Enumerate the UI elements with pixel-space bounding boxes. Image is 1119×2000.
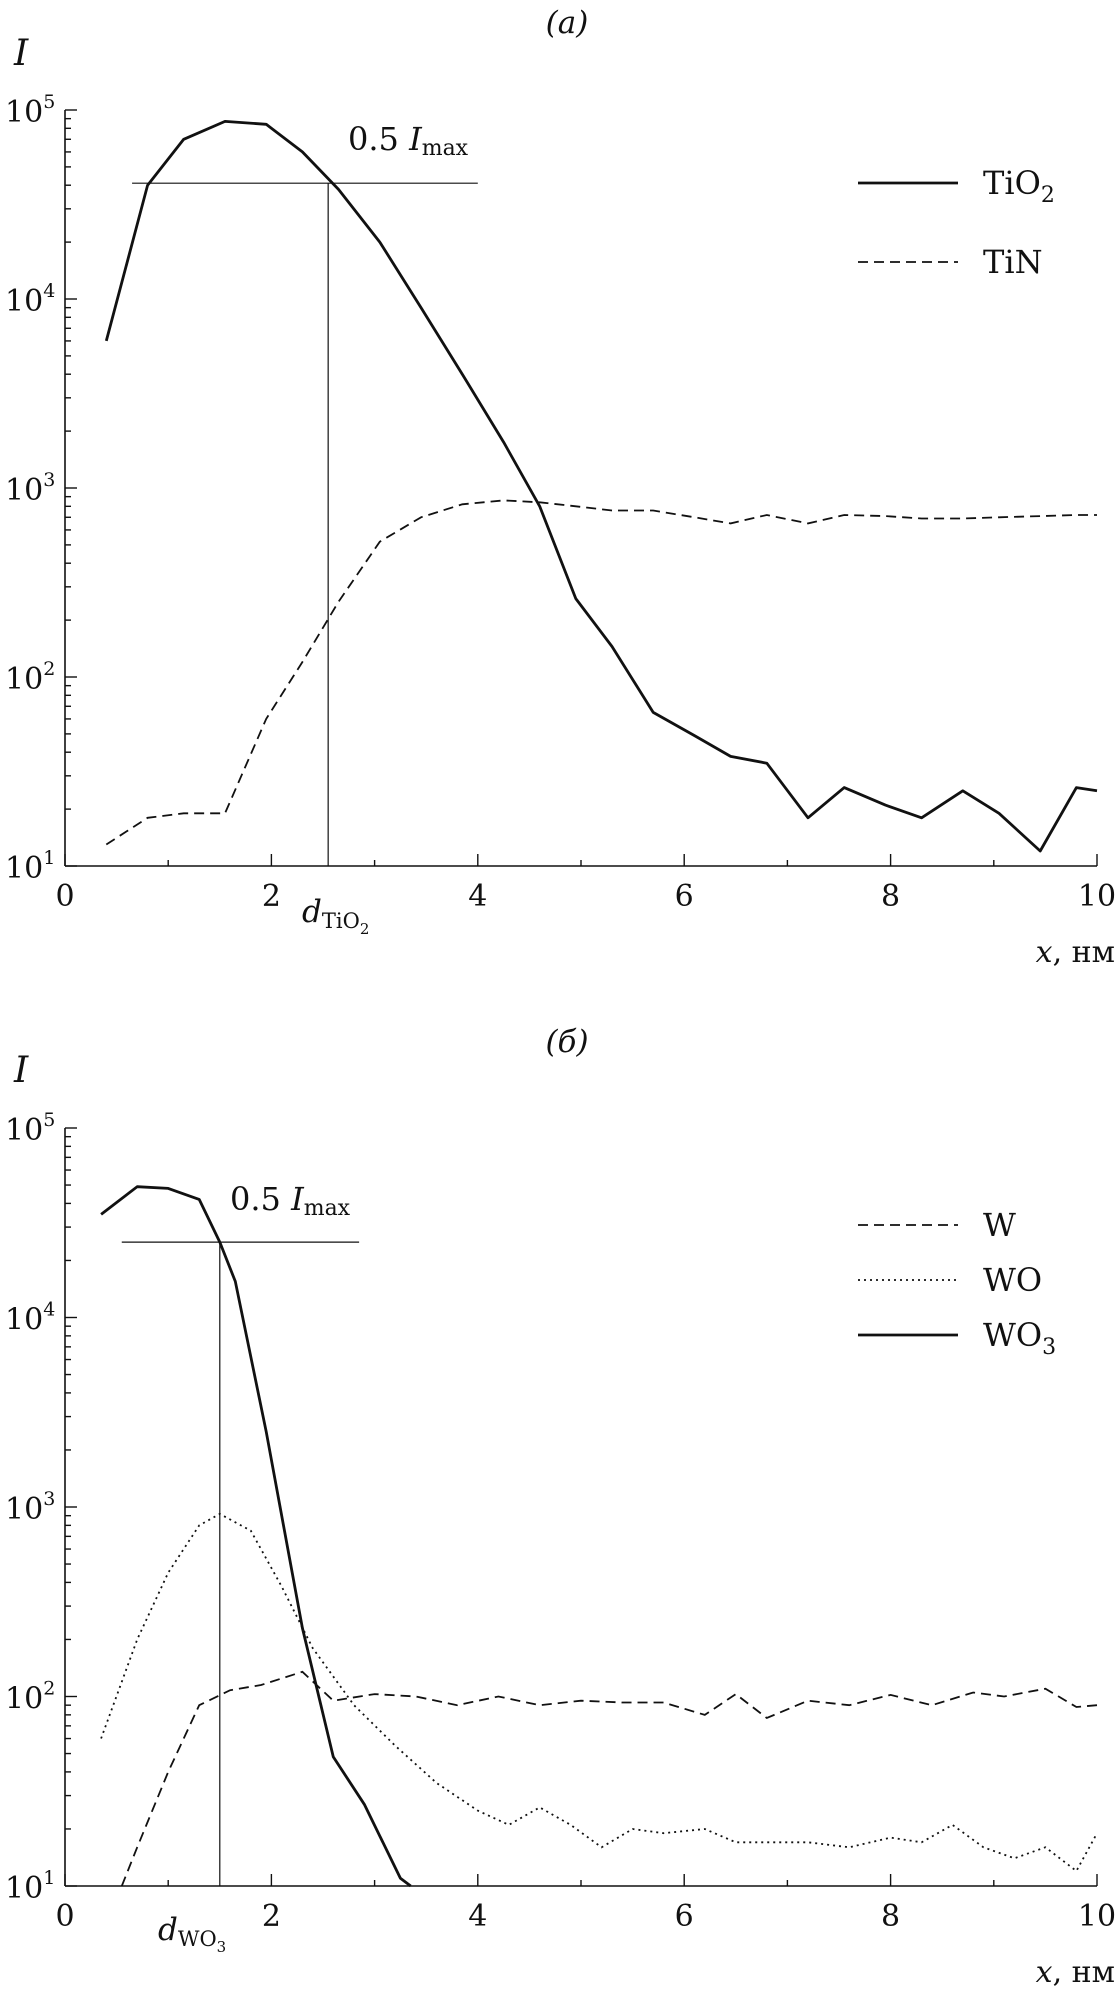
y-tick-exp: 3 bbox=[43, 469, 55, 491]
y-tick-base: 10 bbox=[5, 95, 43, 130]
y-tick-label: 102 bbox=[5, 658, 55, 697]
legend-entry: W bbox=[983, 1206, 1016, 1244]
y-axis-label-a: I bbox=[13, 33, 29, 74]
y-tick-label: 103 bbox=[5, 1488, 55, 1527]
y-tick-exp: 1 bbox=[43, 1867, 55, 1889]
thickness-sub-a: TiO bbox=[322, 909, 360, 933]
legend-name: WO bbox=[983, 1261, 1042, 1299]
legend-a: TiO2 TiN bbox=[858, 164, 1055, 281]
y-tick-exp: 2 bbox=[43, 658, 55, 680]
x-tick-label: 2 bbox=[262, 1899, 281, 1934]
y-tick-exp: 5 bbox=[43, 91, 55, 113]
x-axis-label-a: x, нм bbox=[1036, 935, 1115, 970]
x-tick-label: 0 bbox=[55, 1899, 74, 1934]
series-line-tio2-a bbox=[104, 120, 1098, 853]
thickness-symbol-a: d bbox=[302, 894, 322, 930]
y-tick-exp: 5 bbox=[43, 1109, 55, 1131]
x-tick-label: 6 bbox=[675, 1899, 694, 1934]
y-tick-label: 103 bbox=[5, 469, 55, 508]
y-tick-exp: 4 bbox=[43, 1299, 55, 1321]
y-tick-exp: 4 bbox=[43, 280, 55, 302]
panel-label-b: (б) bbox=[545, 1024, 588, 1060]
y-axis-label-b: I bbox=[13, 1050, 29, 1091]
x-tick-label: 4 bbox=[468, 1899, 487, 1934]
legend-name: TiN bbox=[983, 243, 1043, 281]
y-tick-base: 10 bbox=[5, 1871, 43, 1906]
x-axis-symbol-a: x bbox=[1036, 935, 1053, 970]
half-max-symbol-b: I bbox=[290, 1180, 305, 1218]
y-tick-label: 104 bbox=[5, 280, 55, 319]
half-max-prefix-b: 0.5 bbox=[230, 1180, 291, 1218]
y-tick-label: 105 bbox=[5, 91, 55, 130]
legend-entry: WO3 bbox=[983, 1316, 1056, 1360]
x-tick-label: 8 bbox=[881, 879, 900, 914]
half-max-sub-b: max bbox=[304, 1196, 351, 1221]
half-max-symbol-a: I bbox=[408, 120, 423, 158]
y-tick-label: 105 bbox=[5, 1109, 55, 1148]
x-axis-label-b: x, нм bbox=[1036, 1955, 1115, 1990]
x-tick-label: 10 bbox=[1078, 879, 1116, 914]
thickness-label-a: dTiO2 bbox=[302, 894, 369, 938]
y-tick-exp: 1 bbox=[43, 847, 55, 869]
thickness-subsub-a: 2 bbox=[360, 920, 370, 938]
half-max-sub-a: max bbox=[422, 136, 469, 161]
x-tick-label: 6 bbox=[675, 879, 694, 914]
half-max-label-b: 0.5 Imax bbox=[230, 1180, 351, 1221]
series-line-w-b bbox=[120, 1670, 1098, 1887]
y-tick-base: 10 bbox=[5, 1303, 43, 1338]
y-tick-exp: 2 bbox=[43, 1678, 55, 1700]
x-axis-unit-b: , нм bbox=[1053, 1955, 1115, 1990]
y-tick-label: 104 bbox=[5, 1299, 55, 1338]
x-ticks-b: 0 2 4 6 8 10 bbox=[55, 1874, 1116, 1934]
series-line-wo3-b bbox=[100, 1185, 412, 1888]
series-group-b bbox=[100, 1185, 1098, 1888]
x-ticks-a: 0 2 4 6 8 10 bbox=[55, 854, 1116, 914]
y-tick-base: 10 bbox=[5, 284, 43, 319]
series-line-wo-b bbox=[100, 1512, 1098, 1873]
half-max-prefix-a: 0.5 bbox=[348, 120, 409, 158]
thickness-label-b: dWO3 bbox=[158, 1912, 226, 1956]
legend-entry: TiO2 bbox=[983, 164, 1055, 208]
thickness-symbol-b: d bbox=[158, 1912, 178, 1948]
thickness-subsub-b: 3 bbox=[217, 1938, 227, 1956]
y-tick-label: 102 bbox=[5, 1678, 55, 1717]
legend-entry: TiN bbox=[983, 243, 1043, 281]
y-tick-base: 10 bbox=[5, 851, 43, 886]
y-tick-label: 101 bbox=[5, 1867, 55, 1906]
legend-name: WO bbox=[983, 1316, 1042, 1354]
legend-name: W bbox=[983, 1206, 1016, 1244]
x-tick-label: 2 bbox=[262, 879, 281, 914]
series-group-a bbox=[104, 120, 1098, 853]
half-max-label-a: 0.5 Imax bbox=[348, 120, 469, 161]
x-axis-symbol-b: x bbox=[1036, 1955, 1053, 1990]
y-tick-base: 10 bbox=[5, 1113, 43, 1148]
x-tick-label: 8 bbox=[881, 1899, 900, 1934]
x-tick-label: 10 bbox=[1078, 1899, 1116, 1934]
x-tick-label: 4 bbox=[468, 879, 487, 914]
legend-name-sub: 3 bbox=[1042, 1335, 1056, 1360]
y-tick-base: 10 bbox=[5, 473, 43, 508]
legend-entry: WO bbox=[983, 1261, 1042, 1299]
y-tick-base: 10 bbox=[5, 1682, 43, 1717]
y-tick-base: 10 bbox=[5, 662, 43, 697]
series-line-tin-a bbox=[105, 499, 1097, 846]
y-tick-label: 101 bbox=[5, 847, 55, 886]
panel-label-a: (а) bbox=[546, 5, 589, 41]
legend-name-sub: 2 bbox=[1041, 183, 1055, 208]
legend-name: TiO bbox=[983, 164, 1041, 202]
y-tick-exp: 3 bbox=[43, 1488, 55, 1510]
x-tick-label: 0 bbox=[55, 879, 74, 914]
y-tick-base: 10 bbox=[5, 1492, 43, 1527]
x-axis-unit-a: , нм bbox=[1053, 935, 1115, 970]
thickness-sub-b: WO bbox=[178, 1927, 217, 1951]
